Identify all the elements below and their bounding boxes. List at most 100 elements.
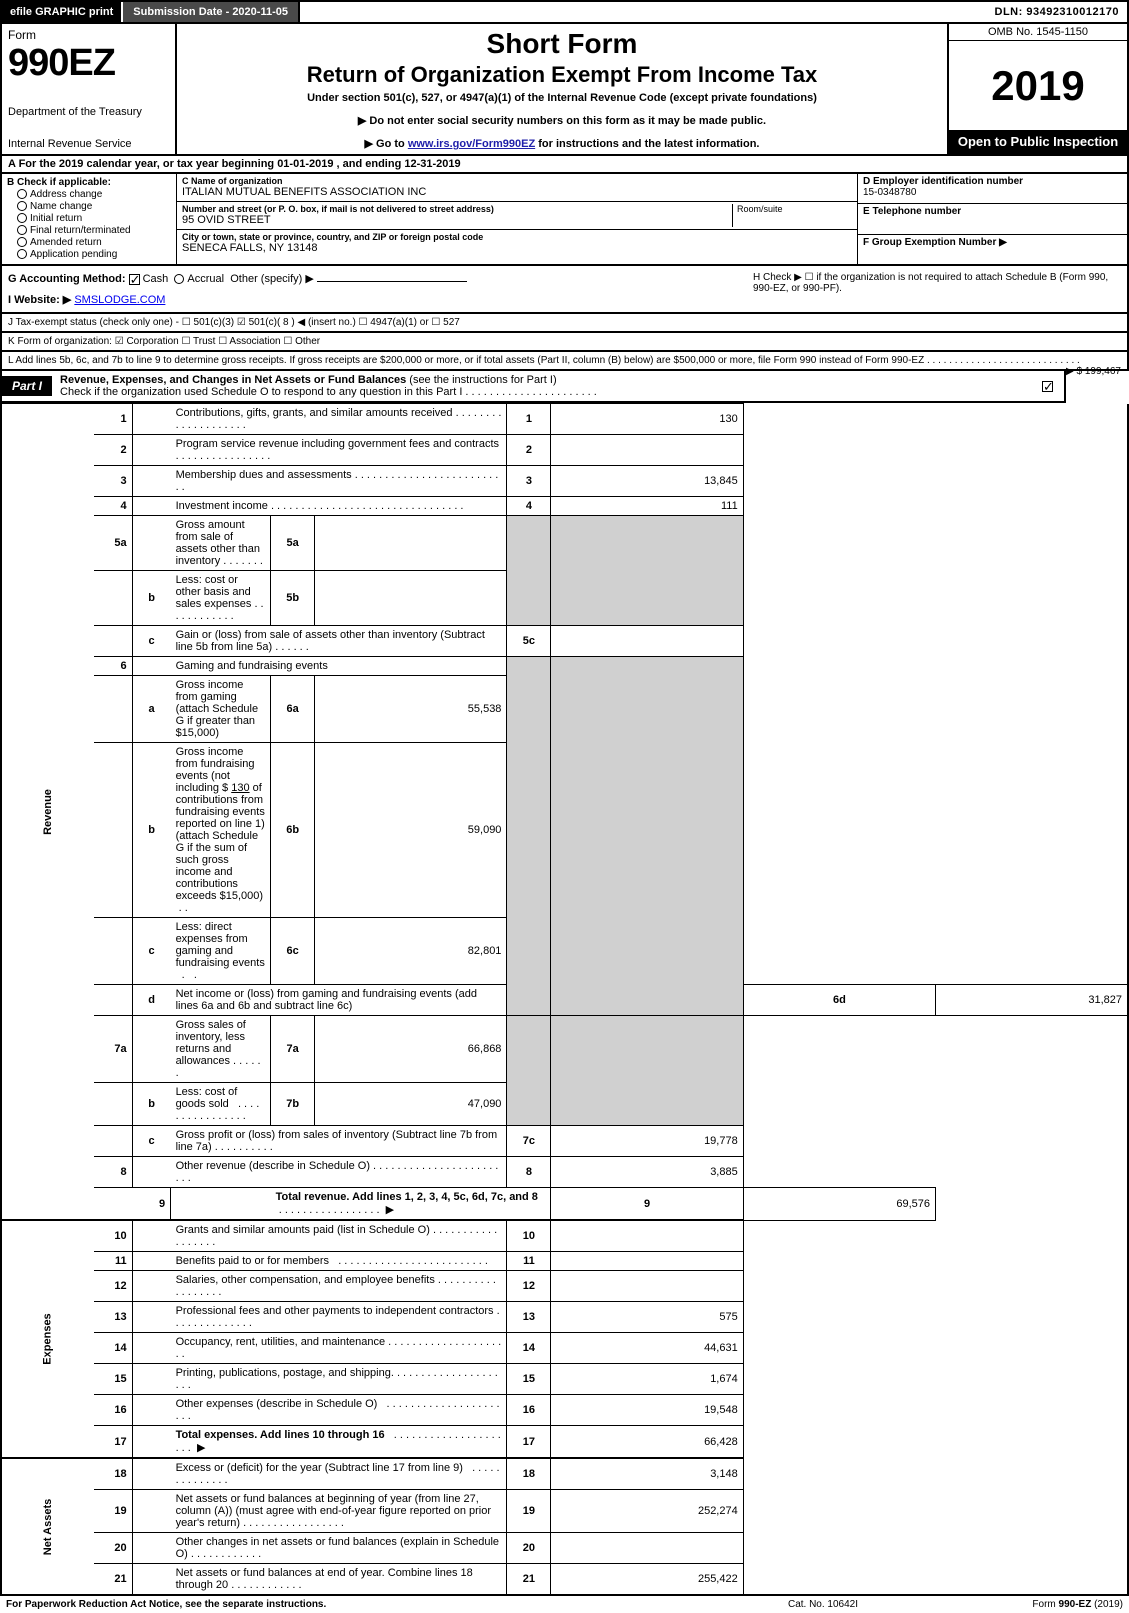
street-cell: Number and street (or P. O. box, if mail… — [177, 202, 857, 230]
submission-date-button[interactable]: Submission Date - 2020-11-05 — [123, 2, 300, 22]
column-def: D Employer identification number 15-0348… — [857, 174, 1127, 264]
efile-print-button[interactable]: efile GRAPHIC print — [2, 2, 123, 22]
row-k: K Form of organization: ☑ Corporation ☐ … — [0, 333, 1129, 352]
row-j: J Tax-exempt status (check only one) - ☐… — [0, 314, 1129, 333]
g-label: G Accounting Method: — [8, 273, 126, 285]
line-10: Expenses 10 Grants and similar amounts p… — [1, 1220, 1128, 1252]
b-label: B Check if applicable: — [7, 177, 171, 188]
irs-link[interactable]: www.irs.gov/Form990EZ — [408, 138, 535, 150]
instruction-1: ▶ Do not enter social security numbers o… — [185, 114, 939, 127]
opt-name-change[interactable]: Name change — [17, 201, 171, 212]
cash-checkbox[interactable] — [129, 274, 140, 285]
d-label: D Employer identification number — [863, 176, 1122, 187]
line-14: 14 Occupancy, rent, utilities, and maint… — [1, 1333, 1128, 1364]
line-17: 17 Total expenses. Add lines 10 through … — [1, 1426, 1128, 1459]
line-19: 19 Net assets or fund balances at beginn… — [1, 1490, 1128, 1533]
line-16: 16 Other expenses (describe in Schedule … — [1, 1395, 1128, 1426]
accrual-radio[interactable] — [174, 274, 184, 284]
org-name-cell: C Name of organization ITALIAN MUTUAL BE… — [177, 174, 857, 202]
part-i-checkbox[interactable] — [1042, 381, 1053, 392]
part-i-header: Part I Revenue, Expenses, and Changes in… — [0, 371, 1066, 403]
column-b: B Check if applicable: Address change Na… — [2, 174, 177, 264]
line-5a: 5a Gross amount from sale of assets othe… — [1, 516, 1128, 571]
part-i-check-text: Check if the organization used Schedule … — [60, 386, 462, 398]
irs-label: Internal Revenue Service — [8, 138, 169, 150]
form-word: Form — [8, 28, 169, 42]
e-label: E Telephone number — [863, 206, 1122, 217]
header-right: OMB No. 1545-1150 2019 Open to Public In… — [947, 24, 1127, 154]
line-15: 15 Printing, publications, postage, and … — [1, 1364, 1128, 1395]
line-21: 21 Net assets or fund balances at end of… — [1, 1564, 1128, 1596]
dept-treasury: Department of the Treasury — [8, 106, 169, 118]
opt-application-pending[interactable]: Application pending — [17, 249, 171, 260]
form-number: 990EZ — [8, 42, 169, 85]
revenue-label: Revenue — [42, 789, 54, 835]
city-label: City or town, state or province, country… — [182, 232, 852, 242]
line-11: 11 Benefits paid to or for members . . .… — [1, 1252, 1128, 1271]
header-middle: Short Form Return of Organization Exempt… — [177, 24, 947, 154]
cat-no: Cat. No. 10642I — [723, 1599, 923, 1610]
l-text: L Add lines 5b, 6c, and 7b to line 9 to … — [8, 355, 924, 366]
opt-initial-return[interactable]: Initial return — [17, 213, 171, 224]
paperwork-notice: For Paperwork Reduction Act Notice, see … — [6, 1599, 723, 1610]
line-6: 6 Gaming and fundraising events — [1, 657, 1128, 676]
opt-final-return[interactable]: Final return/terminated — [17, 225, 171, 236]
line-9: 9 Total revenue. Add lines 1, 2, 3, 4, 5… — [1, 1188, 1128, 1221]
city-cell: City or town, state or province, country… — [177, 230, 857, 258]
c-name-label: C Name of organization — [182, 176, 852, 186]
section-bcdef: B Check if applicable: Address change Na… — [0, 174, 1129, 266]
line-13: 13 Professional fees and other payments … — [1, 1302, 1128, 1333]
room-suite: Room/suite — [732, 204, 852, 227]
line-7a: 7a Gross sales of inventory, less return… — [1, 1016, 1128, 1083]
accrual-text: Accrual — [187, 273, 224, 285]
city-value: SENECA FALLS, NY 13148 — [182, 242, 852, 254]
short-form-title: Short Form — [185, 28, 939, 60]
row-l: L Add lines 5b, 6c, and 7b to line 9 to … — [0, 352, 1129, 371]
ein-value: 15-0348780 — [863, 187, 1122, 198]
opt-amended-return[interactable]: Amended return — [17, 237, 171, 248]
row-gh: G Accounting Method: Cash Accrual Other … — [0, 266, 1129, 314]
i-label: I Website: ▶ — [8, 294, 71, 306]
part-i-title: Revenue, Expenses, and Changes in Net As… — [52, 371, 1034, 401]
header-left: Form 990EZ Department of the Treasury In… — [2, 24, 177, 154]
line-7c: c Gross profit or (loss) from sales of i… — [1, 1126, 1128, 1157]
opt-address-change[interactable]: Address change — [17, 189, 171, 200]
line-2: 2 Program service revenue including gove… — [1, 435, 1128, 466]
top-bar: efile GRAPHIC print Submission Date - 20… — [0, 0, 1129, 24]
other-text: Other (specify) ▶ — [230, 273, 314, 285]
open-inspection: Open to Public Inspection — [949, 130, 1127, 154]
cash-text: Cash — [143, 273, 169, 285]
part-i-checkbox-cell — [1034, 380, 1064, 392]
h-cell: H Check ▶ ☐ if the organization is not r… — [747, 266, 1127, 312]
line-3: 3 Membership dues and assessments . . . … — [1, 466, 1128, 497]
line-1: Revenue 1 Contributions, gifts, grants, … — [1, 404, 1128, 435]
street-value: 95 OVID STREET — [182, 214, 732, 226]
column-c: C Name of organization ITALIAN MUTUAL BE… — [177, 174, 857, 264]
website-link[interactable]: SMSLODGE.COM — [74, 294, 165, 306]
e-cell: E Telephone number — [858, 204, 1127, 234]
instruction-2: ▶ Go to www.irs.gov/Form990EZ for instru… — [185, 137, 939, 150]
topbar-spacer — [300, 2, 987, 22]
instr2-post: for instructions and the latest informat… — [535, 138, 759, 150]
return-title: Return of Organization Exempt From Incom… — [185, 62, 939, 88]
other-specify-input[interactable] — [317, 281, 467, 282]
line-18: Net Assets 18 Excess or (deficit) for th… — [1, 1458, 1128, 1490]
line-5c: c Gain or (loss) from sale of assets oth… — [1, 626, 1128, 657]
tax-year: 2019 — [949, 41, 1127, 130]
part-i-title-bold: Revenue, Expenses, and Changes in Net As… — [60, 374, 406, 386]
org-name: ITALIAN MUTUAL BENEFITS ASSOCIATION INC — [182, 186, 852, 198]
l-value: ▶ $ 199,467 — [1066, 366, 1121, 377]
omb-number: OMB No. 1545-1150 — [949, 24, 1127, 41]
g-cell: G Accounting Method: Cash Accrual Other … — [2, 266, 747, 312]
form-header: Form 990EZ Department of the Treasury In… — [0, 24, 1129, 156]
lines-table: Revenue 1 Contributions, gifts, grants, … — [0, 403, 1129, 1596]
form-footer: Form 990-EZ (2019) — [923, 1599, 1123, 1610]
subtitle: Under section 501(c), 527, or 4947(a)(1)… — [185, 92, 939, 104]
expenses-label: Expenses — [42, 1313, 54, 1364]
line-8: 8 Other revenue (describe in Schedule O)… — [1, 1157, 1128, 1188]
d-cell: D Employer identification number 15-0348… — [858, 174, 1127, 204]
part-i-title-rest: (see the instructions for Part I) — [406, 374, 556, 386]
line-4: 4 Investment income . . . . . . . . . . … — [1, 497, 1128, 516]
f-cell: F Group Exemption Number ▶ — [858, 235, 1127, 264]
instr2-pre: ▶ Go to — [365, 138, 408, 150]
